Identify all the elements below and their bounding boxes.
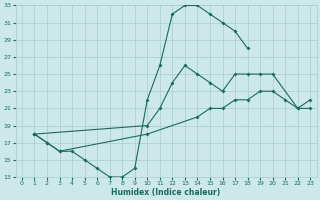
X-axis label: Humidex (Indice chaleur): Humidex (Indice chaleur)	[111, 188, 221, 197]
